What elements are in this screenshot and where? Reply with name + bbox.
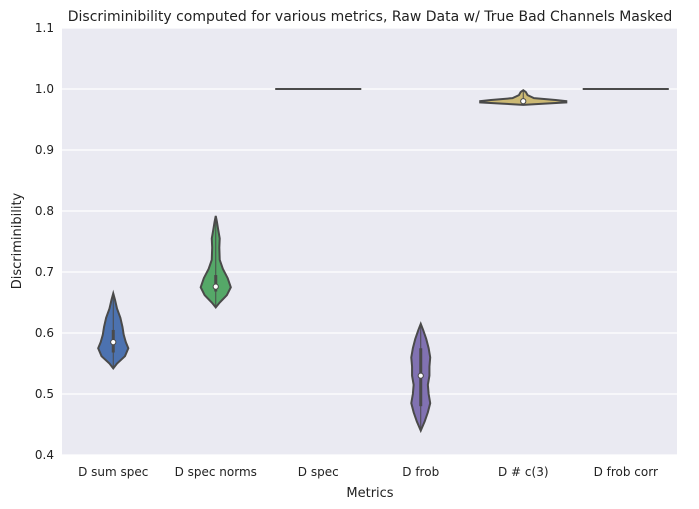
violins (97, 88, 669, 434)
y-tick-labels: 0.4 0.5 0.6 0.7 0.8 0.9 1.0 1.1 (35, 21, 54, 462)
violin-median (110, 339, 117, 346)
x-axis-label: Metrics (346, 486, 393, 501)
plot-area (62, 28, 677, 455)
y-axis-label: Discriminibility (10, 192, 25, 289)
grid-lines (62, 27, 677, 456)
x-tick-label: D # c(3) (498, 465, 549, 479)
violin-median (520, 98, 527, 105)
x-tick-label: D spec (298, 465, 339, 479)
chart-title: Discriminibility computed for various me… (68, 9, 673, 25)
y-tick-label: 0.6 (35, 326, 54, 340)
y-tick-label: 1.0 (35, 82, 54, 96)
violin-median (212, 283, 219, 290)
y-tick-label: 0.8 (35, 204, 54, 218)
violin-median (417, 372, 424, 379)
y-tick-label: 0.7 (35, 265, 54, 279)
y-tick-label: 0.4 (35, 448, 54, 462)
x-tick-label: D sum spec (78, 465, 148, 479)
y-tick-label: 0.9 (35, 143, 54, 157)
y-tick-label: 1.1 (35, 21, 54, 35)
y-tick-label: 0.5 (35, 387, 54, 401)
x-tick-label: D spec norms (175, 465, 257, 479)
x-tick-label: D frob (402, 465, 439, 479)
x-tick-label: D frob corr (594, 465, 658, 479)
x-tick-labels: D sum spec D spec norms D spec D frob D # c(… (78, 465, 658, 479)
